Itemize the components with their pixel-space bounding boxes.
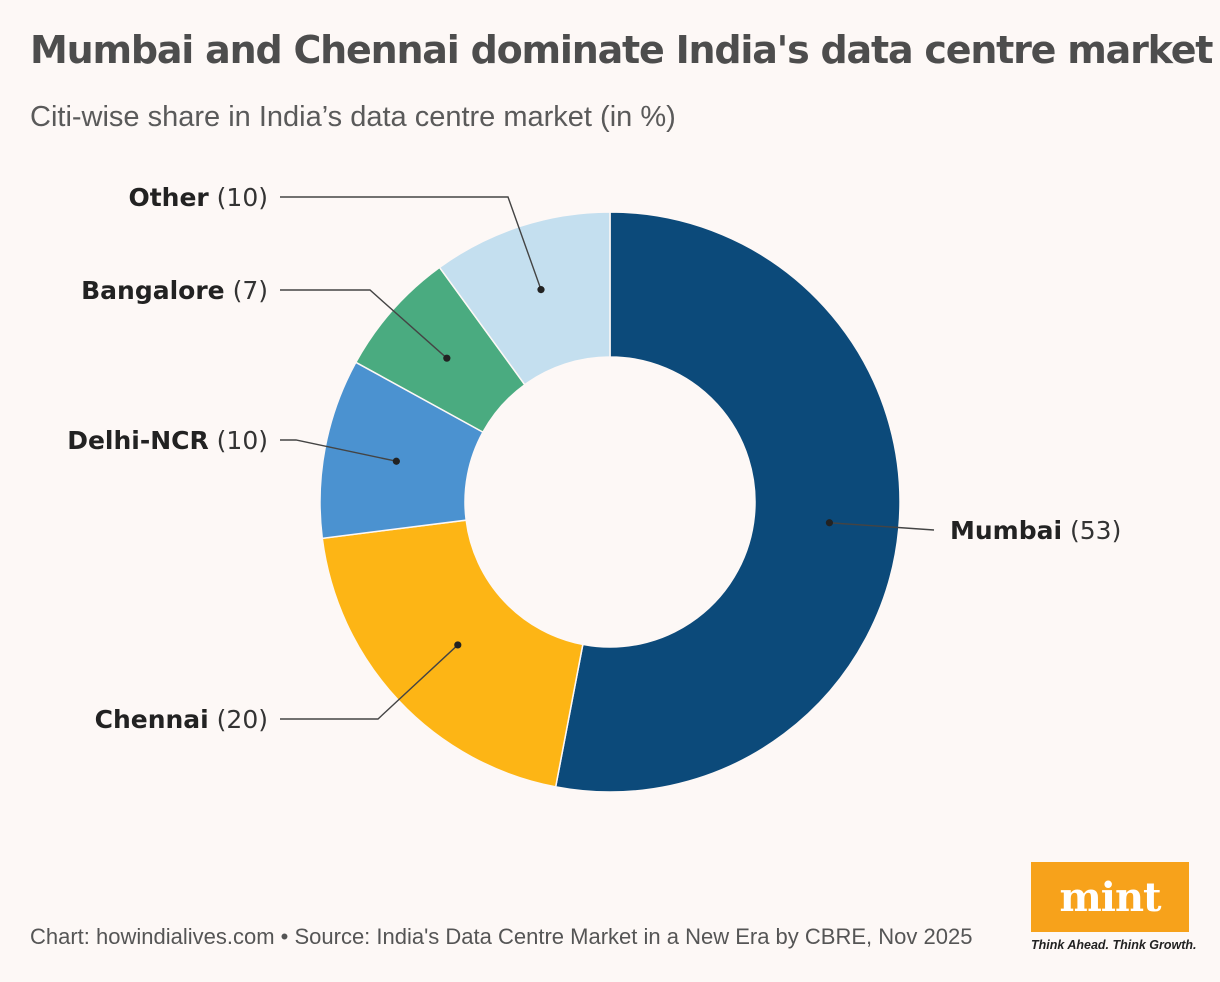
leader-dot-chennai xyxy=(454,641,462,649)
slice-chennai xyxy=(321,519,584,788)
leader-dot-bangalore xyxy=(443,354,451,362)
leader-line-other xyxy=(280,196,542,290)
chart-title: Mumbai and Chennai dominate India's data… xyxy=(30,28,1213,72)
leader-line-mumbai xyxy=(829,522,935,531)
label-mumbai: Mumbai (53) xyxy=(950,516,1121,545)
label-chennai: Chennai (20) xyxy=(95,705,268,734)
label-other: Other (10) xyxy=(128,183,268,212)
logo-wordmark: mint xyxy=(1059,873,1161,921)
label-delhi-ncr: Delhi-NCR (10) xyxy=(67,426,268,455)
slice-other xyxy=(438,211,611,386)
chart-subtitle: Citi-wise share in India’s data centre m… xyxy=(30,101,676,133)
leader-dot-mumbai xyxy=(825,519,834,527)
mint-logo: mint xyxy=(1031,862,1189,932)
leader-line-chennai xyxy=(280,644,459,720)
source-footer: Chart: howindialives.com • Source: India… xyxy=(30,924,973,949)
label-bangalore: Bangalore (7) xyxy=(81,276,268,305)
leader-dot-delhi-ncr xyxy=(392,457,400,465)
slice-mumbai xyxy=(554,211,901,793)
logo-tagline: Think Ahead. Think Growth. xyxy=(1031,938,1197,952)
leader-line-delhi-ncr xyxy=(280,439,397,462)
donut-chart: Mumbai (53) Chennai (20) Delhi-NCR (10) Ban… xyxy=(67,183,1121,793)
leader-line-bangalore xyxy=(280,289,448,359)
leader-dot-other xyxy=(537,286,545,294)
